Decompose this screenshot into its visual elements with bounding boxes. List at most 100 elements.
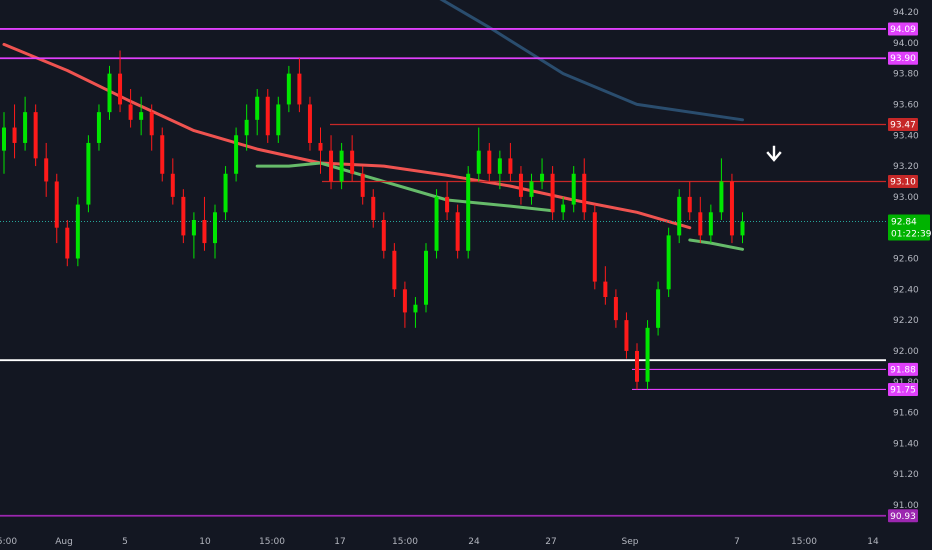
candle-body bbox=[213, 212, 217, 244]
moving-average-3 bbox=[439, 0, 744, 122]
candle-body bbox=[202, 219, 207, 244]
level-price-tag bbox=[888, 174, 918, 188]
candle-body bbox=[149, 112, 154, 136]
level-price-tag-label: 90.93 bbox=[890, 512, 916, 522]
candle-body bbox=[497, 158, 502, 174]
level-price-tag bbox=[888, 117, 918, 131]
candle-body bbox=[592, 212, 597, 282]
candle-body bbox=[23, 112, 28, 143]
candle-body bbox=[624, 320, 629, 351]
candle-body bbox=[96, 112, 101, 143]
candle-body bbox=[12, 127, 17, 143]
time-tick-label: 10 bbox=[199, 537, 211, 547]
time-tick-label: 24 bbox=[468, 537, 480, 547]
time-tick-label: 5:00 bbox=[0, 537, 17, 547]
level-price-tag-label: 91.88 bbox=[890, 365, 916, 375]
candle-body bbox=[244, 119, 249, 136]
time-tick-label: 27 bbox=[545, 537, 556, 547]
candle-body bbox=[698, 212, 703, 236]
candle-body bbox=[255, 96, 260, 120]
candle-body bbox=[613, 297, 618, 321]
price-tick-label: 92.20 bbox=[893, 316, 919, 326]
candle-body bbox=[740, 221, 745, 236]
price-axis[interactable] bbox=[886, 0, 932, 550]
price-axis-ticks: 94.20 94.00 93.80 93.60 93.40 93.20 93.00 92.60… bbox=[893, 8, 919, 511]
candle-body bbox=[518, 173, 523, 197]
price-axis-tags: 94.09 93.90 93.47 93.10 91.88 91.75 90.93 92.84… bbox=[888, 22, 932, 523]
price-tick-label: 91.20 bbox=[893, 470, 919, 480]
price-tick-label: 92.40 bbox=[893, 285, 919, 295]
last-price-label: 92.84 bbox=[891, 218, 917, 228]
candle-body bbox=[550, 173, 555, 213]
candle-body bbox=[603, 281, 608, 298]
price-tick-label: 93.20 bbox=[893, 162, 919, 172]
last-price-tag bbox=[888, 214, 930, 241]
candle-body bbox=[360, 173, 365, 197]
down-arrow-icon bbox=[766, 145, 782, 162]
candle-body bbox=[65, 227, 70, 259]
price-tick-label: 93.00 bbox=[893, 193, 919, 203]
candles bbox=[2, 50, 745, 390]
price-tick-label: 94.20 bbox=[893, 8, 919, 18]
moving-average-2 bbox=[688, 238, 744, 251]
candle-body bbox=[350, 150, 355, 174]
price-tick-label: 94.00 bbox=[893, 39, 919, 49]
candle-body bbox=[170, 173, 175, 197]
candle-body bbox=[2, 127, 6, 151]
candle-body bbox=[75, 204, 80, 259]
candle-body bbox=[107, 73, 112, 113]
candle-body bbox=[540, 173, 545, 182]
candle-body bbox=[402, 289, 407, 313]
candle-body bbox=[635, 350, 639, 382]
candle-body bbox=[487, 150, 492, 174]
time-axis[interactable] bbox=[0, 536, 886, 550]
price-tick-label: 91.60 bbox=[893, 409, 919, 419]
candle-body bbox=[413, 304, 418, 313]
candle-body bbox=[297, 73, 302, 105]
candle-body bbox=[677, 196, 682, 236]
candle-body bbox=[476, 150, 481, 174]
candle-body bbox=[234, 135, 239, 174]
candle-body bbox=[181, 196, 186, 236]
price-tick-label: 92.00 bbox=[893, 347, 919, 357]
time-tick-label: 15:00 bbox=[791, 537, 817, 547]
price-tick-label: 92.60 bbox=[893, 255, 919, 265]
candle-body bbox=[455, 212, 460, 251]
candle-body bbox=[371, 196, 376, 220]
time-axis-ticks: 5:00 Aug 5 10 15:00 17 15:00 24 27 Sep 7 15:00 14 bbox=[0, 537, 879, 547]
time-tick-label: 17 bbox=[334, 537, 345, 547]
candle-body bbox=[139, 112, 144, 120]
candle-body bbox=[466, 173, 471, 251]
candle-body bbox=[118, 73, 123, 105]
candle-body bbox=[719, 181, 724, 213]
candle-body bbox=[729, 181, 734, 236]
time-tick-label: 14 bbox=[867, 537, 879, 547]
level-price-tag-label: 94.09 bbox=[890, 25, 916, 35]
level-price-tag bbox=[888, 22, 918, 36]
candle-body bbox=[561, 204, 566, 213]
candle-body bbox=[128, 104, 133, 120]
time-tick-label: 5 bbox=[122, 537, 128, 547]
price-tick-label: 91.80 bbox=[893, 378, 919, 388]
candle-body bbox=[445, 196, 450, 213]
candle-body bbox=[339, 150, 344, 182]
level-price-tag-label: 91.75 bbox=[890, 385, 916, 395]
time-tick-label: 7 bbox=[734, 537, 740, 547]
price-tick-label: 91.40 bbox=[893, 439, 919, 449]
candle-body bbox=[276, 104, 281, 136]
candle-body bbox=[191, 219, 196, 236]
candle-body bbox=[381, 219, 386, 251]
time-tick-label: 15:00 bbox=[259, 537, 285, 547]
candle-body bbox=[529, 181, 534, 197]
candle-body bbox=[645, 327, 650, 382]
candle-body bbox=[392, 250, 397, 290]
level-price-tag bbox=[888, 509, 918, 523]
level-price-tag bbox=[888, 382, 918, 396]
level-price-tag-label: 93.90 bbox=[890, 54, 916, 64]
time-tick-label: Sep bbox=[622, 537, 639, 547]
candle-body bbox=[708, 212, 713, 236]
candle-body bbox=[318, 142, 323, 151]
candle-body bbox=[54, 181, 59, 228]
candle-body bbox=[33, 112, 38, 159]
